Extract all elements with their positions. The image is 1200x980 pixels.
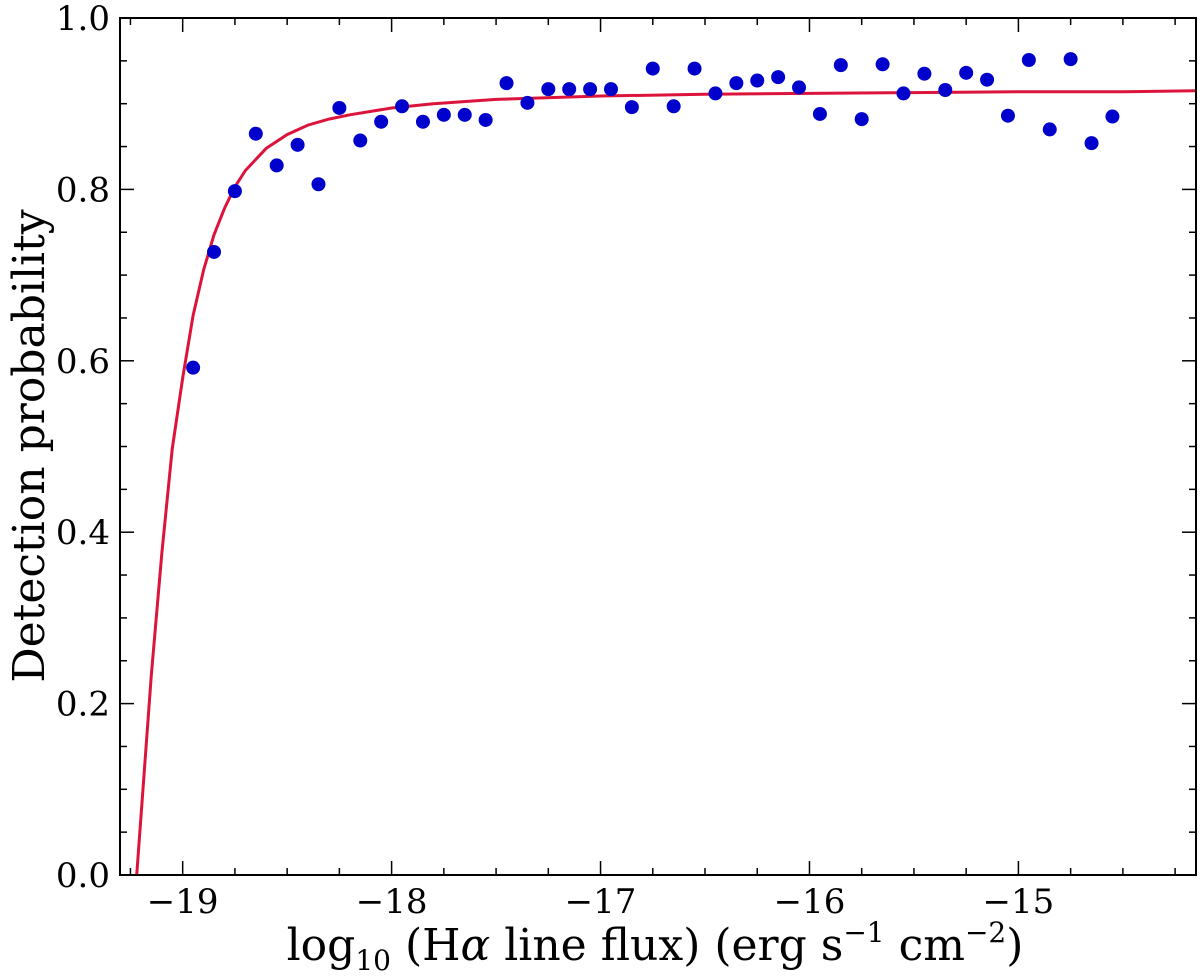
x-axis-label-end: ) — [1006, 920, 1023, 971]
data-point — [332, 100, 347, 115]
plot-content — [135, 52, 1197, 876]
data-point — [875, 57, 890, 72]
data-point — [1084, 136, 1099, 151]
data-point — [353, 133, 368, 148]
x-axis-label-alpha: α — [460, 920, 490, 971]
x-axis-label-sup1: −1 — [843, 916, 884, 949]
data-point — [750, 73, 765, 88]
data-point — [1105, 109, 1120, 124]
data-point — [290, 137, 305, 152]
y-tick-label: 0.8 — [56, 170, 110, 210]
data-point — [269, 158, 284, 173]
data-point — [562, 82, 577, 97]
data-point — [1000, 108, 1015, 123]
data-point — [227, 184, 242, 199]
plot-frame — [119, 17, 1197, 876]
data-point — [1021, 52, 1036, 67]
data-point — [520, 95, 535, 110]
axis-ticks — [120, 17, 1196, 876]
data-point — [541, 82, 556, 97]
data-point — [478, 112, 493, 127]
x-axis-label-sup2: −2 — [965, 916, 1006, 949]
data-point — [959, 65, 974, 80]
data-point — [666, 99, 681, 114]
y-tick-label: 1.0 — [56, 0, 110, 39]
y-tick-label: 0.4 — [56, 513, 110, 553]
data-point — [499, 76, 514, 91]
fit-curve — [135, 89, 1197, 876]
x-tick-label: −15 — [983, 882, 1055, 922]
x-axis-label-rest: line flux) (erg s — [490, 920, 843, 971]
data-point — [771, 70, 786, 85]
data-point — [395, 99, 410, 114]
data-point — [415, 114, 430, 129]
data-point — [812, 106, 827, 121]
x-axis-label-prefix: log — [287, 920, 356, 971]
data-point — [374, 114, 389, 129]
x-tick-label: −19 — [147, 882, 219, 922]
data-point — [980, 72, 995, 87]
data-point — [583, 82, 598, 97]
data-point — [457, 107, 472, 122]
data-point — [854, 112, 869, 127]
data-point — [248, 126, 263, 141]
y-tick-label: 0.6 — [56, 342, 110, 382]
data-point — [896, 86, 911, 101]
data-point — [603, 82, 618, 97]
data-point — [624, 100, 639, 115]
data-point — [792, 80, 807, 95]
data-point — [687, 61, 702, 76]
data-point — [436, 107, 451, 122]
data-point — [729, 76, 744, 91]
data-point — [207, 244, 222, 259]
x-tick-label: −16 — [774, 882, 846, 922]
data-point — [938, 82, 953, 97]
data-point — [917, 66, 932, 81]
y-tick-label: 0.0 — [56, 856, 110, 896]
data-point — [1042, 122, 1057, 137]
x-axis-label-rest2: cm — [885, 920, 965, 971]
data-point — [1063, 52, 1078, 67]
data-point — [708, 86, 723, 101]
data-point — [311, 177, 326, 192]
x-tick-label: −17 — [565, 882, 637, 922]
data-point — [833, 58, 848, 73]
y-tick-label: 0.2 — [56, 685, 110, 725]
y-axis-label: Detection probability — [4, 209, 55, 682]
x-axis-label: log10 (Hα line flux) (erg s−1 cm−2) — [287, 916, 1024, 977]
data-point — [186, 360, 201, 375]
x-axis-label-middle: (H — [391, 920, 461, 971]
tick-labels: −19 −18 −17 −16 −15 0.0 0.2 0.4 0.6 0.8 1.0 — [56, 0, 1054, 922]
x-axis-label-sub: 10 — [355, 944, 391, 977]
x-tick-label: −18 — [356, 882, 428, 922]
data-point — [645, 61, 660, 76]
